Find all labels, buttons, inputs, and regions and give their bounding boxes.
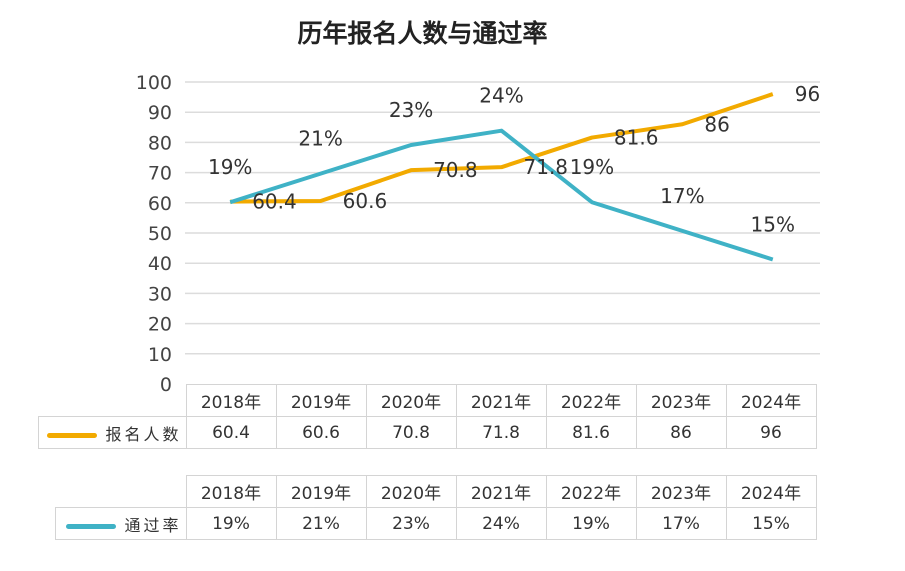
y-tick-label: 90 bbox=[148, 102, 172, 124]
data-label: 23% bbox=[389, 98, 433, 122]
data-label: 71.8 bbox=[524, 155, 569, 179]
table-header-year: 2018年 bbox=[185, 384, 277, 417]
series-line-pass-rate bbox=[229, 128, 774, 262]
table-header-year: 2020年 bbox=[365, 384, 457, 417]
data-label: 19% bbox=[208, 155, 252, 179]
data-label: 60.4 bbox=[252, 190, 297, 214]
table-header-year: 2019年 bbox=[275, 475, 367, 508]
table-header-year: 2024年 bbox=[725, 384, 817, 417]
data-label: 19% bbox=[570, 155, 614, 179]
data-label: 81.6 bbox=[614, 126, 659, 150]
table-cell-value: 86 bbox=[635, 416, 727, 449]
table-header-year: 2023年 bbox=[635, 475, 727, 508]
table-header-year: 2020年 bbox=[365, 475, 457, 508]
data-label: 17% bbox=[660, 184, 704, 208]
y-tick-label: 40 bbox=[148, 253, 172, 275]
data-label: 24% bbox=[479, 84, 523, 108]
y-tick-label: 100 bbox=[136, 72, 172, 94]
data-label: 21% bbox=[298, 127, 342, 151]
chart-title: 历年报名人数与通过率 bbox=[297, 19, 548, 48]
table-header-year: 2021年 bbox=[455, 384, 547, 417]
y-tick-label: 0 bbox=[160, 374, 172, 396]
data-label: 60.6 bbox=[343, 189, 388, 213]
table-cell-value: 17% bbox=[635, 507, 727, 540]
data-label: 70.8 bbox=[433, 158, 478, 182]
table-cell-value: 19% bbox=[185, 507, 277, 540]
legend-label: 报名人数 bbox=[105, 424, 182, 444]
table-cell-value: 21% bbox=[275, 507, 367, 540]
table-cell-value: 24% bbox=[455, 507, 547, 540]
data-label: 96 bbox=[795, 82, 820, 106]
table-header-year: 2021年 bbox=[455, 475, 547, 508]
table-header-year: 2018年 bbox=[185, 475, 277, 508]
y-tick-label: 50 bbox=[148, 223, 172, 245]
data-label: 86 bbox=[704, 112, 729, 136]
y-tick-label: 70 bbox=[148, 163, 172, 185]
table-cell-value: 15% bbox=[725, 507, 817, 540]
table-cell-value: 19% bbox=[545, 507, 637, 540]
data-table-pass-rate: 2018年 2019年 2020年 2021年 2022年 2023年 2024年 通过率 19… bbox=[55, 475, 817, 540]
table-cell-value: 60.4 bbox=[185, 416, 277, 449]
table-header-year: 2022年 bbox=[545, 475, 637, 508]
table-header-year: 2024年 bbox=[725, 475, 817, 508]
y-tick-label: 20 bbox=[148, 314, 172, 336]
table-cell-value: 70.8 bbox=[365, 416, 457, 449]
y-tick-label: 60 bbox=[148, 193, 172, 215]
legend-swatch bbox=[66, 523, 117, 529]
table-header-year: 2023年 bbox=[635, 384, 727, 417]
table-cell-value: 60.6 bbox=[275, 416, 367, 449]
legend-label: 通过率 bbox=[124, 515, 182, 535]
data-label: 15% bbox=[751, 212, 795, 236]
y-tick-label: 30 bbox=[148, 283, 172, 305]
table-cell-value: 23% bbox=[365, 507, 457, 540]
series-line-registrations bbox=[230, 92, 774, 204]
table-cell-value: 81.6 bbox=[545, 416, 637, 449]
legend-entry: 报名人数 bbox=[38, 416, 187, 449]
table-header-year: 2022年 bbox=[545, 384, 637, 417]
legend-entry: 通过率 bbox=[55, 507, 187, 540]
legend-swatch bbox=[47, 432, 98, 438]
data-table-registrations: 2018年 2019年 2020年 2021年 2022年 2023年 2024年 报名人数 6… bbox=[38, 384, 817, 449]
table-cell-value: 96 bbox=[725, 416, 817, 449]
table-cell-value: 71.8 bbox=[455, 416, 547, 449]
y-tick-label: 10 bbox=[148, 344, 172, 366]
y-tick-label: 80 bbox=[148, 132, 172, 154]
table-header-year: 2019年 bbox=[275, 384, 367, 417]
